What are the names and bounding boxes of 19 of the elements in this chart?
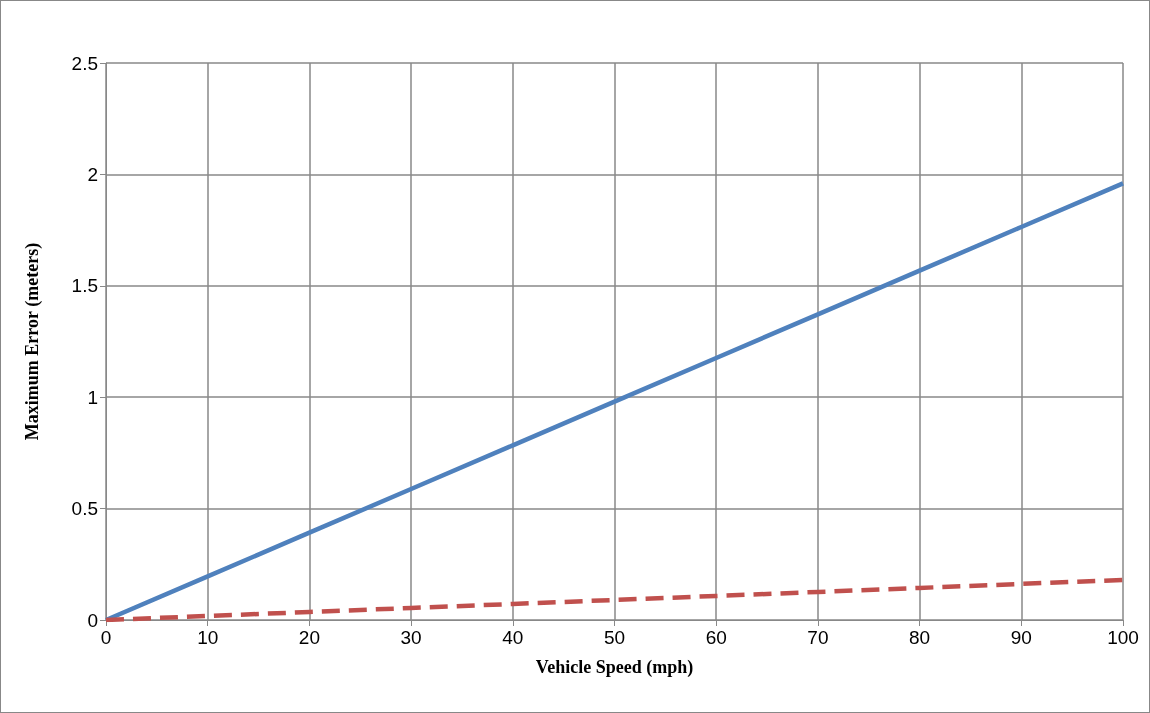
x-tick-label: 50 — [603, 627, 626, 648]
y-tick-label: 0 — [87, 609, 98, 631]
y-tick-label: 1 — [87, 386, 98, 408]
x-tick-label: 30 — [400, 627, 422, 648]
x-tick-label: 20 — [298, 627, 320, 648]
x-tick-label: 90 — [1010, 627, 1032, 648]
x-tick-label: 0 — [100, 627, 112, 648]
y-tick-label: 2 — [87, 163, 98, 185]
x-axis-title: Vehicle Speed (mph) — [535, 657, 694, 678]
x-tick-label: 100 — [1107, 627, 1139, 648]
x-tick-label: 10 — [197, 627, 219, 648]
x-tick-label: 70 — [807, 627, 829, 648]
y-tick-label: 1.5 — [71, 275, 98, 297]
y-tick-label: 0.5 — [71, 498, 98, 520]
y-axis-title: Maximum Error (meters) — [22, 242, 43, 441]
x-tick-label: 80 — [909, 627, 931, 648]
x-tick-label: 40 — [502, 627, 524, 648]
x-tick-label: 60 — [705, 627, 727, 648]
y-tick-label: 2.5 — [71, 52, 98, 74]
